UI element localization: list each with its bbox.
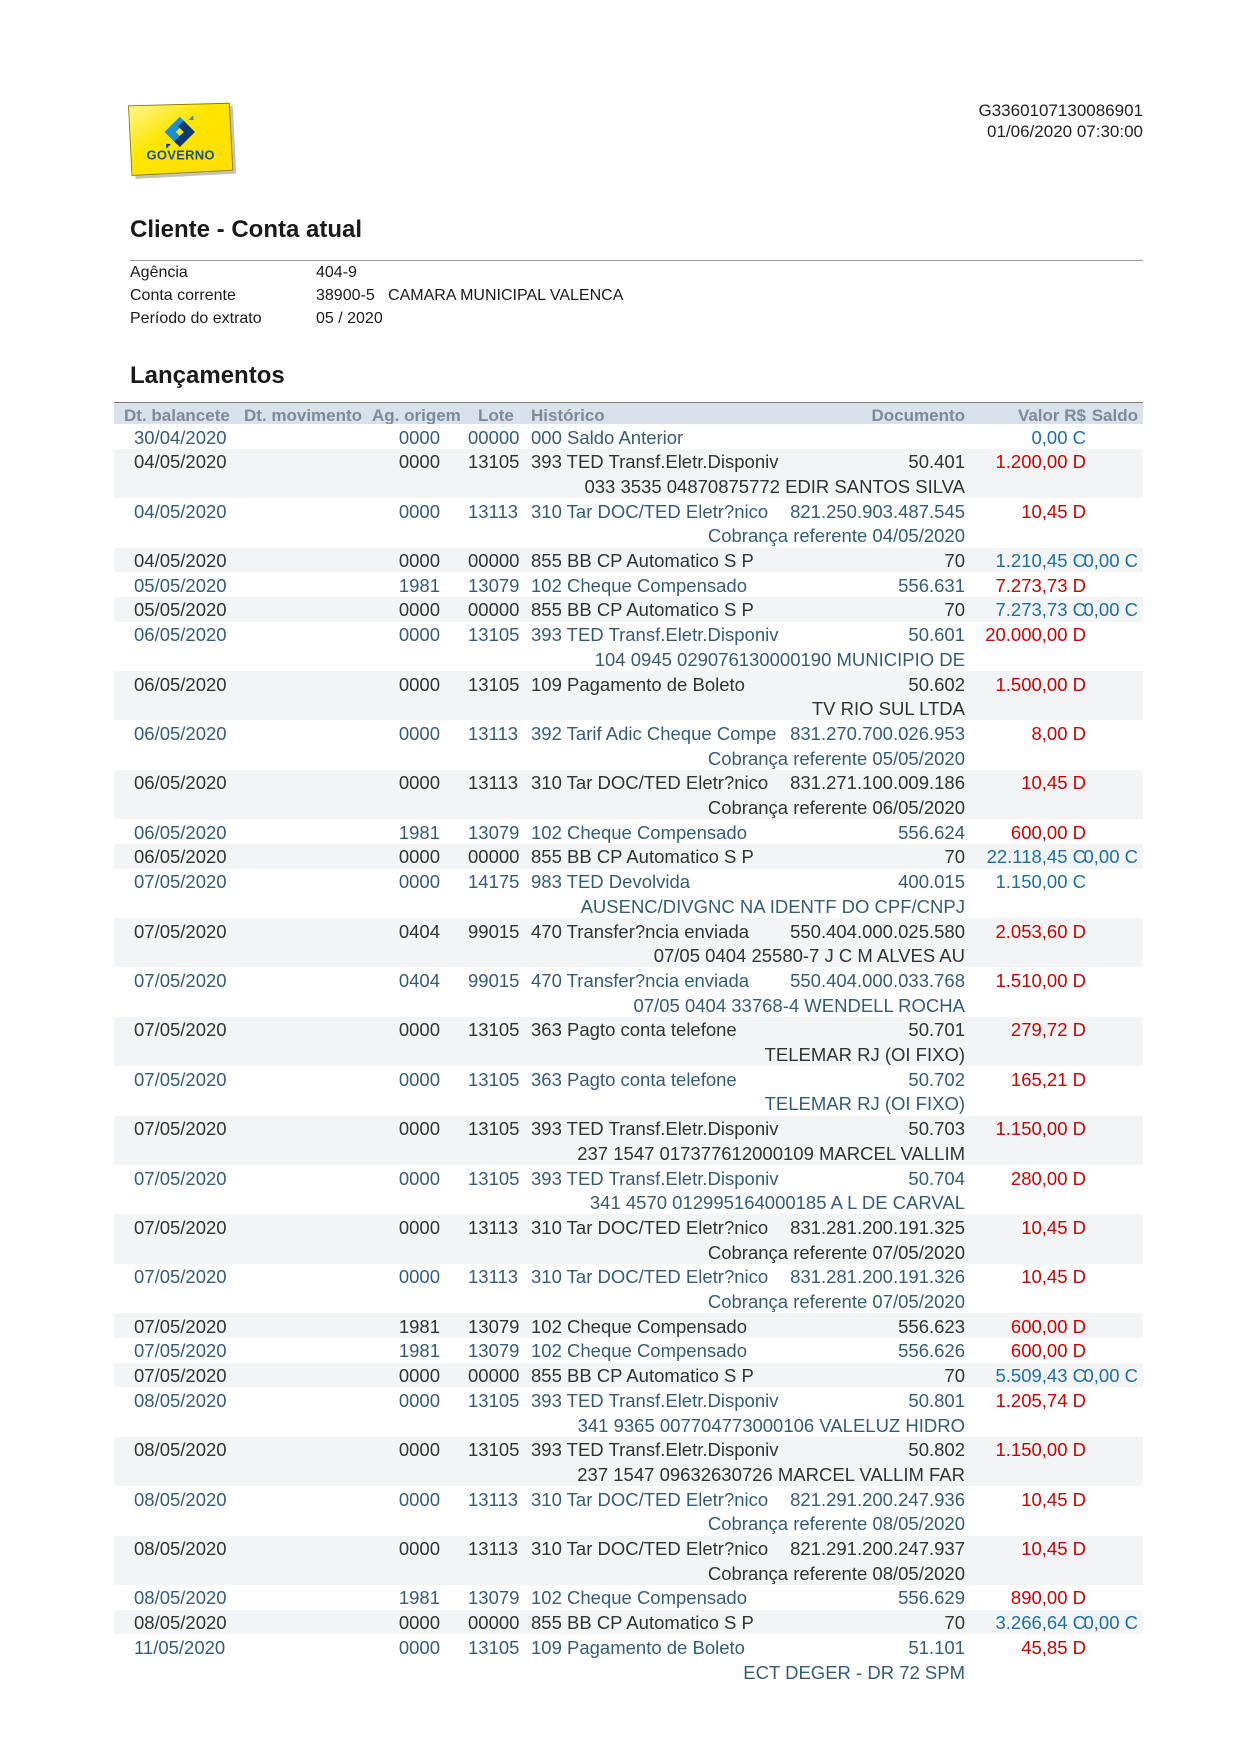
svg-text:GOVERNO: GOVERNO	[146, 148, 214, 163]
